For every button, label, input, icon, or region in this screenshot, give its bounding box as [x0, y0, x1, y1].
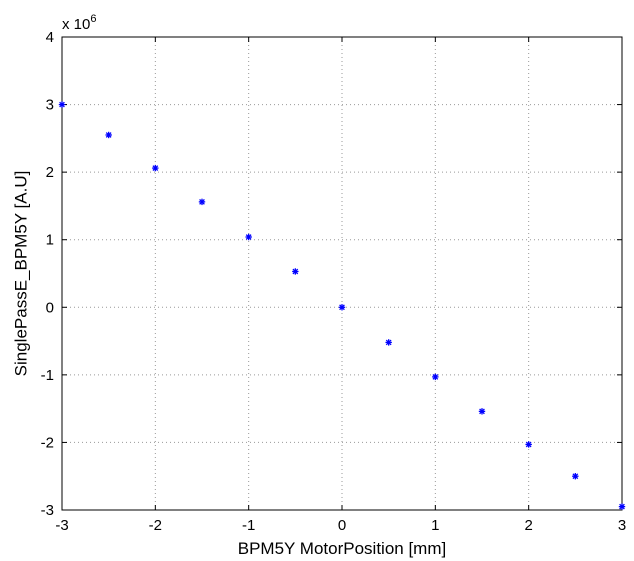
x-tick-label: 0 — [338, 517, 346, 534]
y-exponent-power: 6 — [90, 13, 96, 25]
x-axis-label: BPM5Y MotorPosition [mm] — [238, 539, 446, 558]
y-axis-label: SinglePassE_BPM5Y [A.U] — [11, 171, 30, 377]
data-point — [525, 441, 532, 448]
data-point — [245, 233, 252, 241]
y-tick-label: 4 — [46, 29, 54, 46]
y-exponent-base: x 10 — [62, 16, 90, 33]
x-tick-label: -2 — [149, 517, 162, 534]
data-point — [58, 101, 66, 108]
data-point — [198, 198, 206, 206]
data-point — [338, 304, 346, 311]
axis-ticks: -3 -2 -1 0 1 2 3 -3 -2 -1 0 1 2 3 4 — [41, 29, 627, 534]
data-point — [105, 131, 112, 139]
data-point — [292, 268, 299, 275]
grid — [62, 37, 622, 510]
data-point — [152, 164, 159, 172]
x-tick-label: 3 — [618, 517, 626, 534]
x-tick-label: -1 — [242, 517, 255, 534]
y-tick-label: 2 — [46, 164, 54, 181]
y-tick-label: -1 — [41, 367, 54, 384]
data-points — [58, 101, 626, 510]
y-tick-label: 1 — [46, 232, 54, 249]
data-point — [618, 503, 626, 510]
data-point — [478, 408, 486, 415]
y-tick-label: 3 — [46, 97, 54, 114]
y-tick-label: 0 — [46, 299, 54, 316]
x-tick-label: -3 — [55, 517, 68, 534]
y-exponent-label: x 106 — [62, 13, 96, 33]
data-point — [572, 473, 579, 480]
x-tick-label: 2 — [524, 517, 532, 534]
data-point — [385, 339, 392, 346]
y-tick-label: -2 — [41, 434, 54, 451]
x-tick-label: 1 — [431, 517, 439, 534]
data-point — [432, 373, 439, 381]
y-tick-label: -3 — [41, 502, 54, 519]
